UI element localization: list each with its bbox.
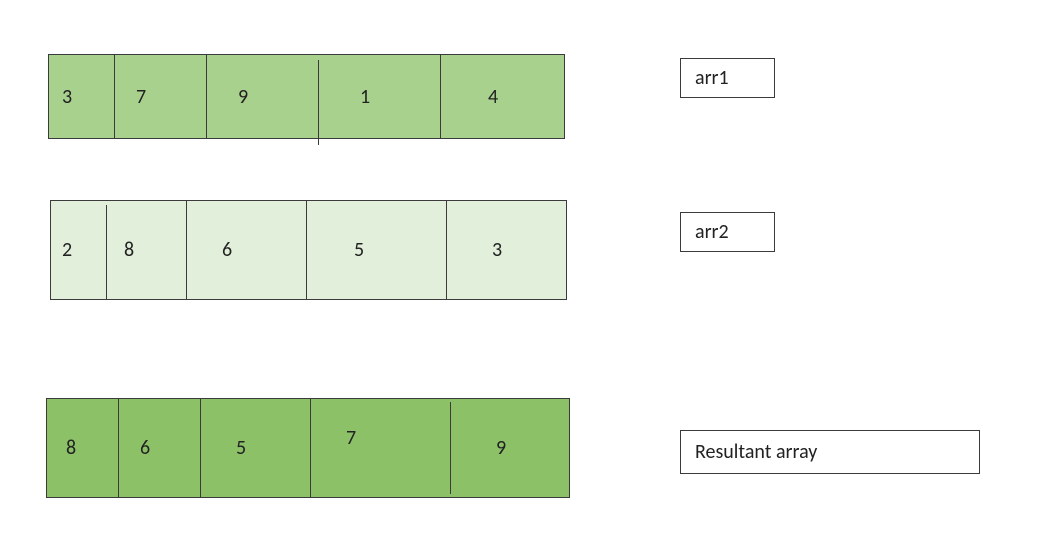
- cell-value: 3: [492, 238, 502, 262]
- cell-divider: [318, 60, 319, 145]
- array-cell: 7: [114, 54, 206, 139]
- cell-value: 8: [124, 238, 134, 262]
- cell-value: 5: [236, 436, 246, 460]
- cell-divider: [446, 200, 447, 300]
- label-text: arr2: [695, 220, 729, 244]
- array-cell: 3: [446, 200, 567, 300]
- cell-divider: [186, 200, 187, 300]
- array-label-result: Resultant array: [680, 430, 980, 474]
- cell-divider: [206, 54, 207, 139]
- cell-divider: [440, 54, 441, 139]
- cell-divider: [118, 398, 119, 498]
- array-cell: 6: [118, 398, 200, 498]
- cell-value: 4: [488, 85, 498, 109]
- cell-divider: [306, 200, 307, 300]
- cell-divider: [310, 398, 311, 498]
- array-cell: 6: [186, 200, 306, 300]
- array-label-arr2: arr2: [680, 212, 775, 252]
- array-cell: 8: [46, 398, 118, 498]
- cell-value: 1: [360, 85, 370, 109]
- cell-value: 7: [346, 426, 356, 450]
- cell-value: 2: [62, 238, 72, 262]
- cell-divider: [114, 54, 115, 139]
- cell-value: 6: [222, 238, 232, 262]
- diagram-canvas: 3 7 9 1 4 arr1 2 8 6 5 3 arr2 8: [0, 0, 1051, 555]
- cell-value: 5: [354, 238, 364, 262]
- cell-value: 6: [140, 436, 150, 460]
- cell-divider: [200, 398, 201, 498]
- array-cell: 3: [48, 54, 114, 139]
- array-cell: 2: [50, 200, 106, 300]
- array-cell: 9: [450, 398, 570, 498]
- array-cell: 1: [318, 54, 440, 139]
- array-cell: 9: [206, 54, 318, 139]
- array-cell: 4: [440, 54, 565, 139]
- label-text: arr1: [695, 66, 729, 90]
- cell-divider: [450, 402, 451, 494]
- cell-value: 3: [62, 85, 72, 109]
- cell-value: 9: [238, 85, 248, 109]
- array-label-arr1: arr1: [680, 58, 775, 98]
- cell-value: 7: [136, 85, 146, 109]
- label-text: Resultant array: [695, 440, 817, 464]
- array-cell: 7: [310, 388, 450, 488]
- array-cell: 5: [306, 200, 446, 300]
- cell-value: 9: [496, 436, 506, 460]
- array-cell: 8: [106, 200, 186, 300]
- array-cell: 5: [200, 398, 310, 498]
- cell-divider: [106, 205, 107, 300]
- cell-value: 8: [66, 436, 76, 460]
